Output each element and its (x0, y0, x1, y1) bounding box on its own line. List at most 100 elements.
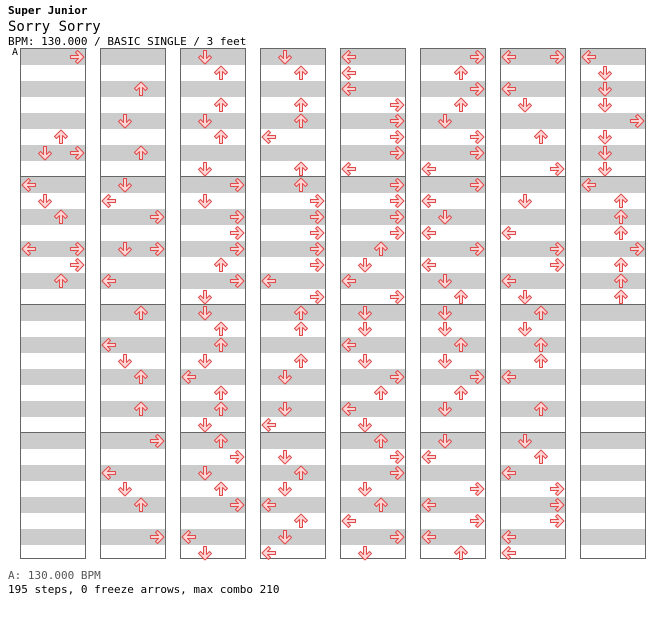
step-arrow-down (278, 50, 292, 65)
chart-column (20, 48, 86, 559)
step-arrow-right (150, 434, 165, 448)
step-arrow-right (390, 98, 405, 112)
step-arrow-right (390, 290, 405, 304)
step-arrow-up (454, 65, 468, 80)
step-arrow-right (470, 82, 485, 96)
step-arrow-right (70, 50, 85, 64)
step-arrow-right (390, 178, 405, 192)
step-arrow-right (310, 194, 325, 208)
chart-column (580, 48, 646, 559)
chart-meta: BPM: 130.000 / BASIC SINGLE / 3 feet (8, 35, 247, 48)
step-arrow-up (214, 385, 228, 400)
step-arrow-right (230, 498, 245, 512)
step-arrow-right (150, 530, 165, 544)
step-arrow-down (598, 162, 612, 177)
step-arrow-right (70, 242, 85, 256)
step-arrow-up (54, 129, 68, 144)
step-arrow-right (550, 162, 565, 176)
step-arrow-left (501, 226, 516, 240)
step-arrow-right (390, 210, 405, 224)
step-arrow-down (438, 114, 452, 129)
bpm-legend: A: 130.000 BPM (8, 569, 101, 582)
step-arrow-down (198, 306, 212, 321)
measure-line (501, 176, 565, 177)
measure-line (581, 432, 645, 433)
step-arrow-right (390, 226, 405, 240)
step-arrow-left (261, 274, 276, 288)
step-arrow-right (150, 242, 165, 256)
chart-column (260, 48, 326, 560)
step-arrow-up (614, 257, 628, 272)
step-arrow-right (470, 242, 485, 256)
step-arrow-left (341, 66, 356, 80)
step-arrow-right (310, 258, 325, 272)
step-arrow-down (358, 258, 372, 273)
step-arrow-up (374, 497, 388, 512)
step-arrow-left (581, 178, 596, 192)
step-arrow-right (310, 242, 325, 256)
measure-line (101, 432, 165, 433)
step-arrow-down (38, 146, 52, 161)
step-arrow-up (534, 353, 548, 368)
measure-line (421, 176, 485, 177)
step-arrow-left (421, 162, 436, 176)
measure-line (21, 432, 85, 433)
step-arrow-left (101, 466, 116, 480)
step-arrow-right (70, 258, 85, 272)
step-arrow-down (118, 482, 132, 497)
step-arrow-down (278, 402, 292, 417)
step-arrow-down (38, 194, 52, 209)
step-arrow-left (501, 466, 516, 480)
chart-column (180, 48, 246, 561)
step-arrow-up (214, 257, 228, 272)
chart-column (100, 48, 166, 559)
step-arrow-up (294, 353, 308, 368)
measure-line (261, 304, 325, 305)
step-arrow-down (598, 98, 612, 113)
step-arrow-up (454, 289, 468, 304)
step-arrow-down (518, 322, 532, 337)
measure-line (581, 304, 645, 305)
step-arrow-right (390, 530, 405, 544)
step-arrow-up (614, 289, 628, 304)
step-arrow-left (101, 338, 116, 352)
step-arrow-right (390, 130, 405, 144)
step-arrow-left (341, 274, 356, 288)
step-arrow-up (614, 193, 628, 208)
step-arrow-up (54, 209, 68, 224)
step-arrow-right (470, 178, 485, 192)
step-arrow-left (421, 450, 436, 464)
step-arrow-down (438, 434, 452, 449)
measure-line (181, 432, 245, 433)
step-arrow-down (598, 66, 612, 81)
measure-line (501, 304, 565, 305)
step-arrow-right (310, 290, 325, 304)
step-arrow-up (294, 97, 308, 112)
step-arrow-right (550, 498, 565, 512)
measure-line (181, 304, 245, 305)
song-title: Sorry Sorry (8, 19, 101, 35)
step-arrow-left (341, 514, 356, 528)
step-arrow-right (70, 146, 85, 160)
step-arrow-up (374, 433, 388, 448)
step-arrow-down (438, 274, 452, 289)
step-arrow-left (341, 50, 356, 64)
step-arrow-right (550, 50, 565, 64)
step-arrow-up (214, 337, 228, 352)
step-arrow-left (501, 546, 516, 560)
step-arrow-down (518, 434, 532, 449)
step-arrow-left (101, 274, 116, 288)
step-arrow-down (598, 82, 612, 97)
step-arrow-up (294, 65, 308, 80)
step-arrow-down (358, 306, 372, 321)
step-arrow-left (261, 130, 276, 144)
step-arrow-up (134, 497, 148, 512)
step-arrow-down (278, 450, 292, 465)
step-arrow-down (198, 162, 212, 177)
step-arrow-up (134, 401, 148, 416)
step-arrow-up (134, 145, 148, 160)
chart-column (340, 48, 406, 561)
step-arrow-down (118, 178, 132, 193)
step-arrow-right (630, 242, 645, 256)
